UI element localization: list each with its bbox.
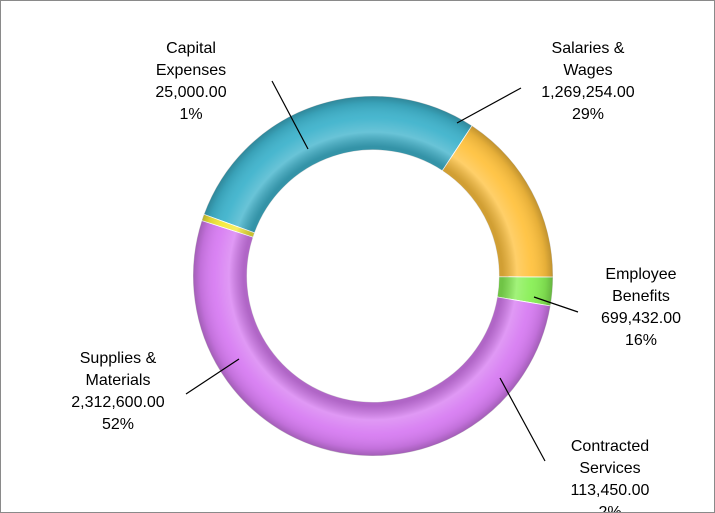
label-line: 1,269,254.00 [541,84,635,101]
data-labels: Salaries & Wages 1,269,254.00 29% Employee Be… [71,40,681,512]
slice-shading-employee-benefits [442,125,553,278]
label-line: Contracted [571,438,649,455]
label-line: 2,312,600.00 [71,394,165,411]
label-line: Services [579,460,640,477]
label-line: 1% [179,106,202,123]
label-line: Materials [86,372,151,389]
label-line: 16% [625,332,657,349]
label-line: Salaries & [552,40,625,57]
slice-shading-salaries-wages [203,96,473,233]
data-label-contracted-services: Contracted Services 113,450.00 2% [571,438,650,512]
label-line: Wages [563,62,612,79]
slices-group [192,95,554,457]
leader-line-contracted-services [499,377,546,462]
label-line: Benefits [612,288,670,305]
data-label-capital-expenses: Capital Expenses 25,000.00 1% [155,40,226,123]
data-label-salaries-wages: Salaries & Wages 1,269,254.00 29% [541,40,635,123]
data-label-employee-benefits: Employee Benefits 699,432.00 16% [601,266,681,349]
label-line: 25,000.00 [155,84,226,101]
label-line: 52% [102,416,134,433]
slice-shading-capital-expenses [201,214,255,238]
label-line: 29% [572,106,604,123]
leader-line-employee-benefits [533,296,579,313]
leader-line-salaries-wages [456,87,522,124]
leader-lines [185,80,579,462]
slice-shading-supplies-materials [192,220,551,456]
leader-line-capital-expenses [271,80,309,150]
label-line: 699,432.00 [601,310,681,327]
label-line: Employee [605,266,676,283]
label-line: 2% [598,504,621,512]
leader-line-supplies-materials [185,358,240,395]
data-label-supplies-materials: Supplies & Materials 2,312,600.00 52% [71,350,165,433]
label-line: 113,450.00 [571,482,650,499]
label-line: Capital [166,40,216,57]
label-line: Expenses [156,62,226,79]
label-line: Supplies & [80,350,157,367]
